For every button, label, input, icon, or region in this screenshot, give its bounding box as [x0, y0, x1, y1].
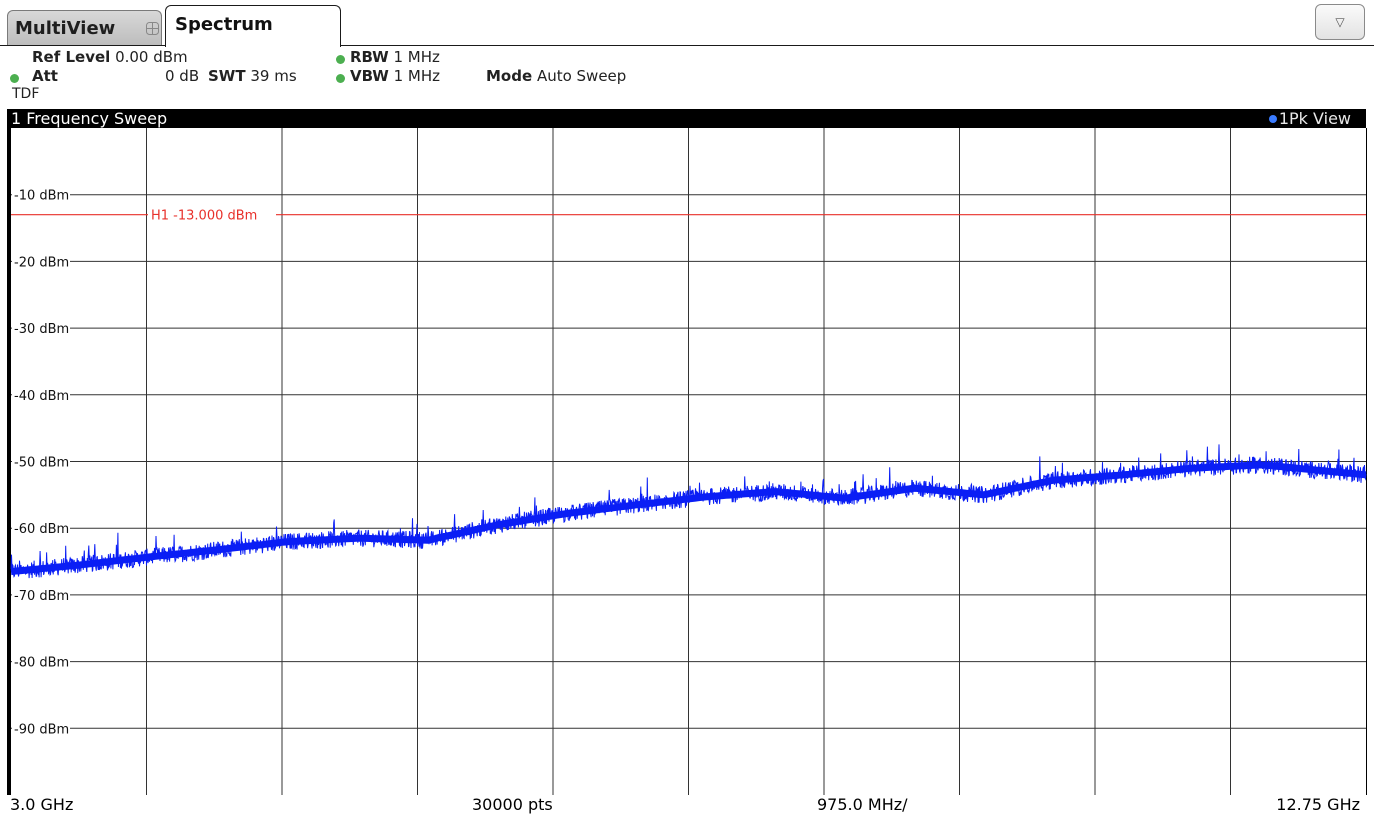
stop-frequency: 12.75 GHz — [1276, 795, 1360, 814]
y-axis-labels: -10 dBm -20 dBm -30 dBm -40 dBm -50 dBm -60 d… — [12, 186, 70, 737]
measurement-settings: Ref Level 0.00 dBm Att 0 dB SWT 39 ms RB… — [0, 46, 1374, 110]
plot-left-border — [7, 128, 11, 795]
y-label-bg — [12, 320, 70, 336]
tab-spectrum-label: Spectrum — [175, 14, 273, 35]
h1-label: H1 -13.000 dBm — [151, 209, 257, 224]
limit-line-h1: H1 -13.000 dBm — [11, 206, 1366, 224]
tdf-label: TDF — [12, 86, 40, 102]
trace-1-band — [10, 461, 1367, 576]
y-label-bg — [12, 520, 70, 536]
y-label-bg — [12, 253, 70, 269]
start-frequency: 3.0 GHz — [10, 795, 74, 814]
plot-right-border — [1366, 128, 1367, 795]
y-tick-label: -40 dBm — [14, 389, 69, 404]
vbw-status-dot — [336, 74, 345, 83]
y-label-bg — [12, 453, 70, 469]
y-label-bg — [12, 586, 70, 602]
y-label-bg — [12, 720, 70, 736]
multiview-grid-icon — [146, 22, 159, 35]
tab-bar: MultiView Spectrum ▽ — [0, 0, 1374, 47]
swt[interactable]: SWT 39 ms — [208, 67, 297, 85]
y-tick-label: -80 dBm — [14, 656, 69, 671]
trace-1 — [10, 444, 1367, 579]
trace-indicator[interactable]: 1Pk View — [1268, 109, 1351, 128]
y-tick-label: -60 dBm — [14, 522, 69, 537]
y-tick-label: -30 dBm — [14, 322, 69, 337]
y-tick-label: -90 dBm — [14, 722, 69, 737]
frequency-sweep-header: 1 Frequency Sweep 1Pk View — [7, 109, 1366, 128]
y-label-bg — [12, 186, 70, 202]
span-per-division: 975.0 MHz/ — [817, 795, 908, 814]
tab-divider — [341, 45, 1374, 46]
trace-dot-icon — [1268, 115, 1277, 123]
tab-multiview-label: MultiView — [15, 18, 116, 39]
y-tick-label: -10 dBm — [14, 189, 69, 204]
tab-spectrum[interactable]: Spectrum — [165, 5, 341, 47]
triangle-down-icon: ▽ — [1335, 15, 1345, 29]
y-tick-label: -50 dBm — [14, 456, 69, 471]
frequency-axis-footer: 3.0 GHz 30000 pts 975.0 MHz/ 12.75 GHz — [7, 795, 1366, 814]
y-tick-label: -70 dBm — [14, 589, 69, 604]
att-label[interactable]: Att — [32, 67, 58, 85]
vbw[interactable]: VBW 1 MHz — [350, 67, 440, 85]
sweep-mode[interactable]: Mode Auto Sweep — [486, 67, 627, 85]
att-value: 0 dB — [165, 67, 200, 85]
sweep-points: 30000 pts — [472, 795, 553, 814]
y-label-bg — [12, 653, 70, 669]
y-tick-label: -20 dBm — [14, 255, 69, 270]
y-label-bg — [12, 386, 70, 402]
rbw[interactable]: RBW 1 MHz — [350, 48, 440, 66]
tab-multiview[interactable]: MultiView — [7, 10, 162, 45]
grid-horizontal-lines — [11, 194, 1366, 729]
tab-divider-left — [0, 45, 165, 46]
rbw-status-dot — [336, 55, 345, 64]
ref-level[interactable]: Ref Level 0.00 dBm — [32, 48, 188, 66]
att-status-dot — [10, 74, 19, 83]
h1-label-bg — [148, 206, 276, 222]
panel-title: 1 Frequency Sweep — [11, 109, 168, 128]
tab-menu-dropdown-button[interactable]: ▽ — [1315, 4, 1365, 40]
